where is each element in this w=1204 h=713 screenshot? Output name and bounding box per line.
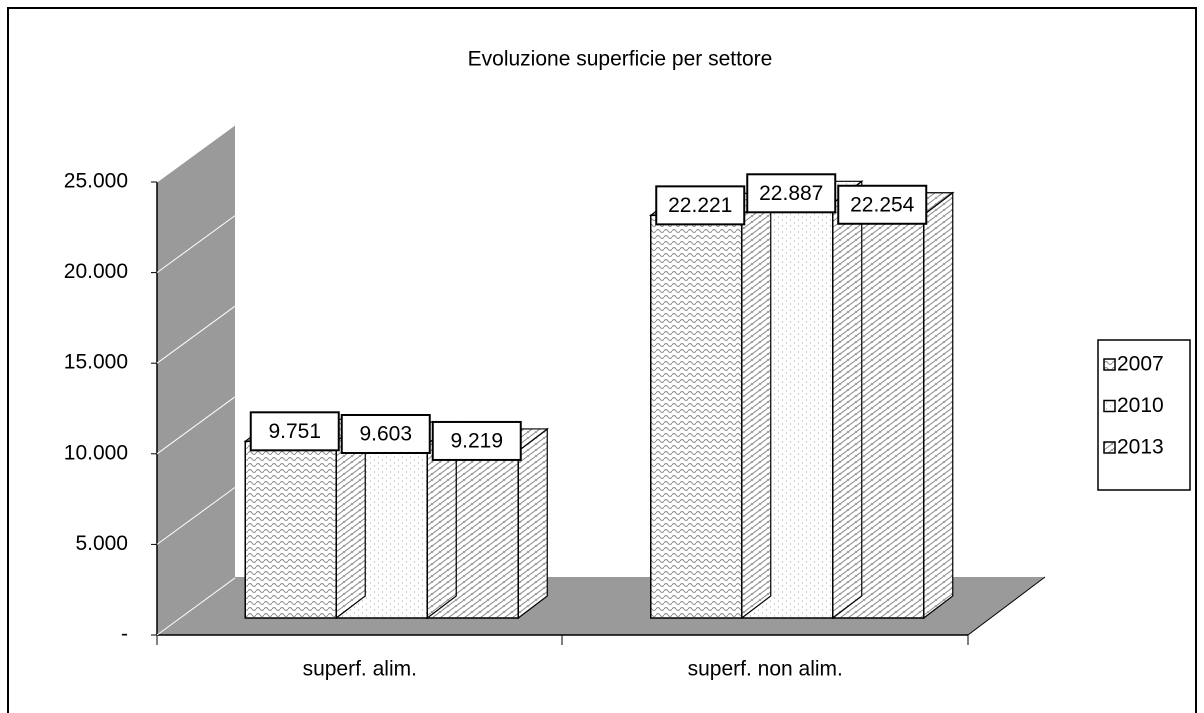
value-label-box bbox=[431, 420, 522, 461]
value-label: 22.221 bbox=[668, 194, 732, 217]
legend-swatch bbox=[1103, 441, 1116, 454]
y-tick-label: 5.000 bbox=[75, 532, 128, 555]
value-label: 9.603 bbox=[359, 423, 412, 446]
floor-edge bbox=[967, 576, 1046, 636]
y-tick-label: 10.000 bbox=[64, 441, 128, 464]
x-tick-label: superf. alim. bbox=[303, 658, 417, 681]
bar-side bbox=[741, 192, 772, 620]
bar-side bbox=[923, 191, 954, 620]
value-label-box bbox=[837, 184, 928, 225]
value-label-box bbox=[340, 413, 431, 454]
grid-line bbox=[156, 124, 236, 183]
bar-front bbox=[650, 214, 743, 619]
bar bbox=[648, 192, 773, 620]
grid-line bbox=[156, 486, 236, 545]
y-tick-label: - bbox=[121, 623, 128, 646]
value-label-box bbox=[655, 185, 746, 226]
y-tick-label: 25.000 bbox=[64, 170, 128, 193]
bar bbox=[243, 418, 368, 620]
legend-label: 2010 bbox=[1117, 394, 1164, 417]
value-label-box bbox=[746, 173, 837, 214]
bar-side bbox=[517, 427, 548, 620]
legend-label: 2013 bbox=[1117, 436, 1164, 459]
legend-swatch bbox=[1103, 399, 1116, 413]
y-tick-label: 20.000 bbox=[64, 260, 128, 283]
side-wall bbox=[157, 125, 235, 635]
legend-label: 2007 bbox=[1117, 353, 1164, 376]
grid-line bbox=[156, 396, 236, 455]
legend-swatch bbox=[1103, 358, 1116, 371]
y-tick-label: 15.000 bbox=[64, 351, 128, 374]
value-label-box bbox=[249, 411, 340, 452]
value-label: 9.219 bbox=[450, 429, 503, 452]
x-tick-label: superf. non alim. bbox=[688, 658, 843, 681]
value-label: 22.887 bbox=[759, 182, 823, 205]
bar-side bbox=[832, 180, 863, 620]
value-label: 22.254 bbox=[850, 193, 915, 216]
chart-title: Evoluzione superficie per settore bbox=[468, 48, 773, 71]
value-label: 9.751 bbox=[268, 420, 321, 443]
bar-front bbox=[244, 440, 337, 619]
grid-line bbox=[156, 215, 236, 274]
grid-line bbox=[156, 305, 236, 364]
grid-line bbox=[156, 577, 236, 636]
